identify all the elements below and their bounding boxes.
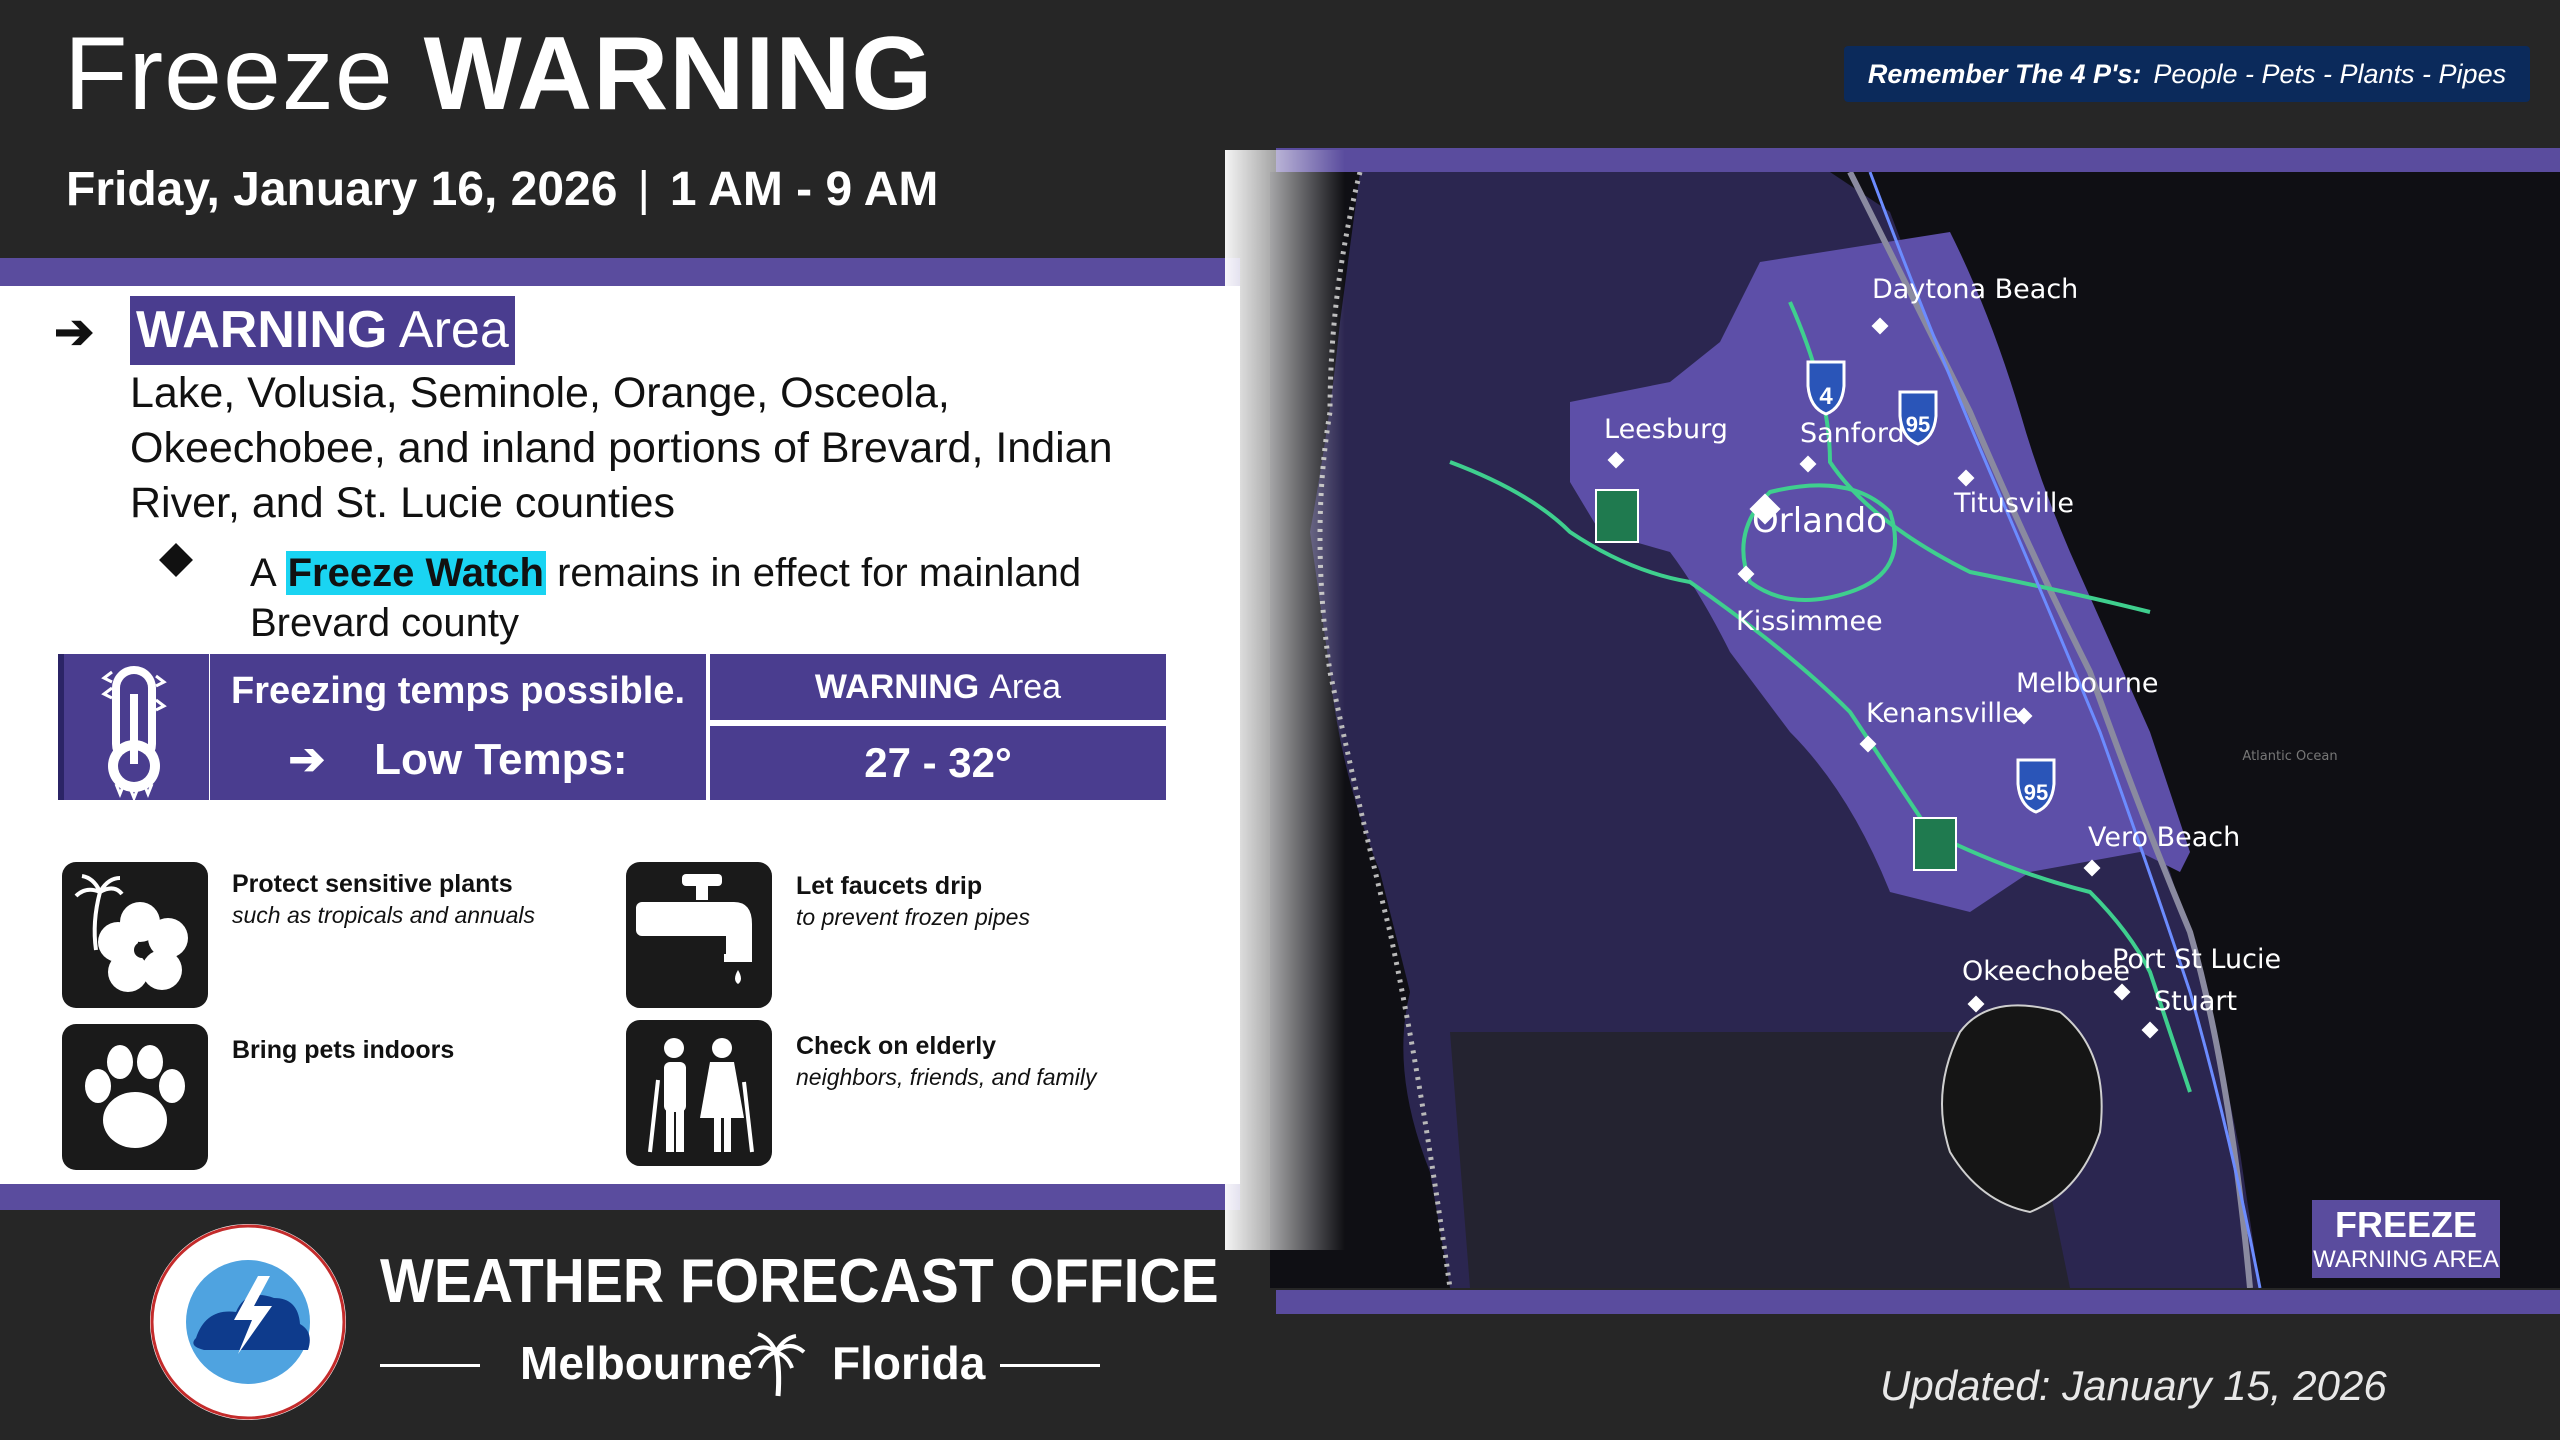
warning-counties: Lake, Volusia, Seminole, Orange, Osceola… [130,369,1113,528]
city-leesburg: Leesburg [1604,414,1728,445]
temp-description: Freezing temps possible. ➔ Low Temps: [210,654,706,800]
turnpike-shield-north [1595,489,1639,543]
svg-text:95: 95 [2024,780,2048,805]
map-fade-edge [1225,150,1345,1250]
warning-area-polygon [1570,232,2190,912]
hibiscus-palm-icon [62,862,208,1008]
faucet-icon [626,862,772,1008]
freeze-warning-map[interactable]: Daytona Beach Leesburg Sanford Orlando T… [1270,172,2560,1288]
banner-label: Remember The 4 P's: [1867,58,2142,89]
tip-faucets-sub: to prevent frozen pipes [796,904,1030,930]
page-title: Freeze WARNING [64,16,934,132]
legend-line-2: WARNING AREA [2313,1246,2499,1273]
divider-line-left [380,1364,480,1367]
svg-text:95: 95 [1906,412,1930,437]
header-divider-right [1276,148,2560,172]
time-range: 1 AM - 9 AM [669,163,939,216]
divider-line-right [1000,1364,1100,1367]
arrow-right-icon: ➔ [54,306,95,359]
interstate-4-shield: 4 [1806,360,1846,416]
footer-divider-left [0,1184,1240,1210]
date-text: Friday, January 16, 2026 [66,163,618,216]
map-legend: FREEZE WARNING AREA [2312,1200,2500,1278]
freezing-temps-text: Freezing temps possible. [231,670,685,712]
office-title: WEATHER FORECAST OFFICE [380,1247,1219,1316]
low-temps-label: ➔ Low Temps: [288,735,628,784]
legend-line-1: FREEZE [2334,1204,2477,1245]
city-kissimmee: Kissimmee [1736,606,1883,637]
tip-pets-title: Bring pets indoors [232,1036,455,1064]
footer-divider-right [1276,1290,2560,1314]
tip-plants-title: Protect sensitive plants [232,870,513,898]
city-melbourne: Melbourne [2016,668,2159,699]
temp-area-header: WARNING Area [710,654,1166,720]
office-city: Melbourne [520,1337,753,1389]
tip-faucets-title: Let faucets drip [796,872,983,900]
elderly-couple-icon [626,1020,772,1166]
updated-date: Updated: January 15, 2026 [1880,1362,2387,1409]
temperature-box: Freezing temps possible. ➔ Low Temps: WA… [58,654,1166,803]
city-port-st-lucie: Port St Lucie [2112,944,2281,975]
svg-text:4: 4 [1819,383,1833,410]
turnpike-road [1449,460,2192,1093]
nws-logo [148,1222,348,1422]
city-okeechobee: Okeechobee [1962,956,2130,987]
temp-range: 27 - 32° [710,726,1166,800]
city-vero-beach: Vero Beach [2088,822,2240,853]
separator: | [637,163,650,216]
tip-elderly-sub: neighbors, friends, and family [796,1064,1097,1090]
diamond-bullet-icon [159,543,193,577]
palm-tree-icon [748,1330,808,1400]
map-land-south [1450,1032,2070,1288]
interstate-95-shield-south: 95 [2016,758,2056,814]
interstate-95-shield-north: 95 [1898,390,1938,446]
four-ps-banner: Remember The 4 P's: People - Pets - Plant… [1844,46,2530,102]
lake-okeechobee [1941,1004,2103,1214]
ocean-label: Atlantic Ocean [2242,749,2337,764]
office-state: Florida [832,1337,986,1389]
city-sanford: Sanford [1800,418,1905,449]
tip-elderly-title: Check on elderly [796,1032,997,1060]
header-divider-left [0,258,1240,286]
warning-area-label: WARNING Area [130,296,515,365]
city-titusville: Titusville [1953,488,2074,519]
city-kenansville: Kenansville [1866,698,2019,729]
date-time-line: Friday, January 16, 2026 | 1 AM - 9 AM [66,162,938,217]
city-daytona-beach: Daytona Beach [1872,274,2078,305]
freeze-watch-highlight: Freeze Watch [285,551,546,595]
city-stuart: Stuart [2154,986,2237,1017]
paw-icon [62,1024,208,1170]
info-panel: ➔ WARNING Area Lake, Volusia, Seminole, … [0,286,1240,1184]
city-orlando: Orlando [1752,501,1887,541]
office-location: Melbourne Florida [380,1330,1100,1400]
thermometer-icon [58,654,209,803]
banner-text: People - Pets - Plants - Pipes [2153,58,2507,89]
turnpike-shield-south [1913,817,1957,871]
freeze-watch-note: A Freeze Watch remains in effect for mai… [250,551,1082,645]
tip-plants-sub: such as tropicals and annuals [232,902,536,928]
i95-road [1868,172,2262,1288]
arrow-right-icon: ➔ [288,735,326,784]
beltway-road [1741,483,1897,602]
